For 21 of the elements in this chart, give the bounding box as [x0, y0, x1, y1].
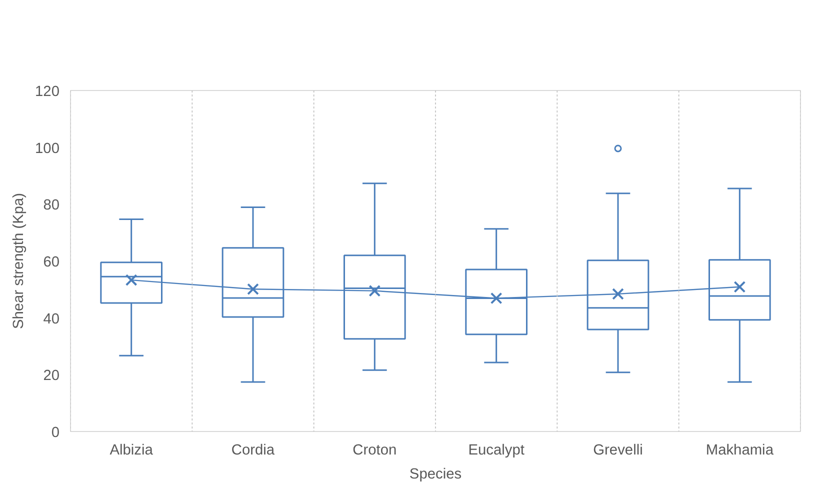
x-tick-label: Albizia [110, 442, 154, 458]
point [125, 274, 138, 286]
x-tick-label: Grevelli [593, 442, 643, 458]
y-tick-label: 80 [43, 198, 60, 214]
point [368, 284, 381, 297]
y-tick-label: 40 [43, 311, 60, 328]
x-tick-label: Cordia [231, 442, 276, 458]
point [247, 283, 259, 296]
y-tick-label: 0 [51, 425, 60, 441]
y-tick-label: 120 [35, 84, 60, 100]
point [490, 292, 502, 304]
x-tick-label: Croton [352, 442, 397, 458]
point [612, 288, 624, 300]
y-tick-label: 60 [43, 254, 60, 270]
x-tick-label: Eucalypt [468, 442, 524, 458]
y-axis-title: Shear strength (Kpa) [11, 192, 28, 330]
y-tick-label: 20 [43, 368, 60, 384]
y-tick-label: 100 [35, 140, 60, 157]
x-tick-label: Makhamia [706, 442, 774, 458]
x-axis-title: Species [409, 466, 462, 482]
point [734, 280, 746, 293]
